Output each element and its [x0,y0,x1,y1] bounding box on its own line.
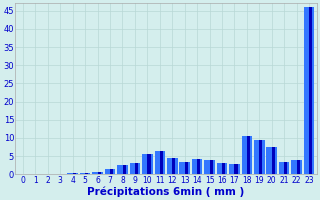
Bar [204,160,215,174]
Bar [229,164,240,174]
Bar [68,173,78,174]
Bar [167,158,178,174]
X-axis label: Précipitations 6min ( mm ): Précipitations 6min ( mm ) [87,186,244,197]
Bar [92,172,103,174]
Bar [247,136,250,174]
Bar [297,160,300,174]
Bar [135,163,138,174]
Bar [142,154,153,174]
Bar [235,164,237,174]
Bar [85,173,88,174]
Bar [185,162,188,174]
Bar [309,7,312,174]
Bar [105,169,115,174]
Bar [98,172,101,174]
Bar [279,162,290,174]
Bar [172,158,175,174]
Bar [210,160,213,174]
Bar [272,147,275,174]
Bar [73,173,76,174]
Bar [304,7,314,174]
Bar [80,173,91,174]
Bar [130,163,140,174]
Bar [254,140,265,174]
Bar [260,140,262,174]
Bar [123,165,126,174]
Bar [242,136,252,174]
Bar [222,163,225,174]
Bar [192,159,202,174]
Bar [160,151,163,174]
Bar [217,163,227,174]
Bar [180,162,190,174]
Bar [155,151,165,174]
Bar [110,169,113,174]
Bar [284,162,287,174]
Bar [148,154,150,174]
Bar [197,159,200,174]
Bar [117,165,128,174]
Bar [291,160,302,174]
Bar [267,147,277,174]
